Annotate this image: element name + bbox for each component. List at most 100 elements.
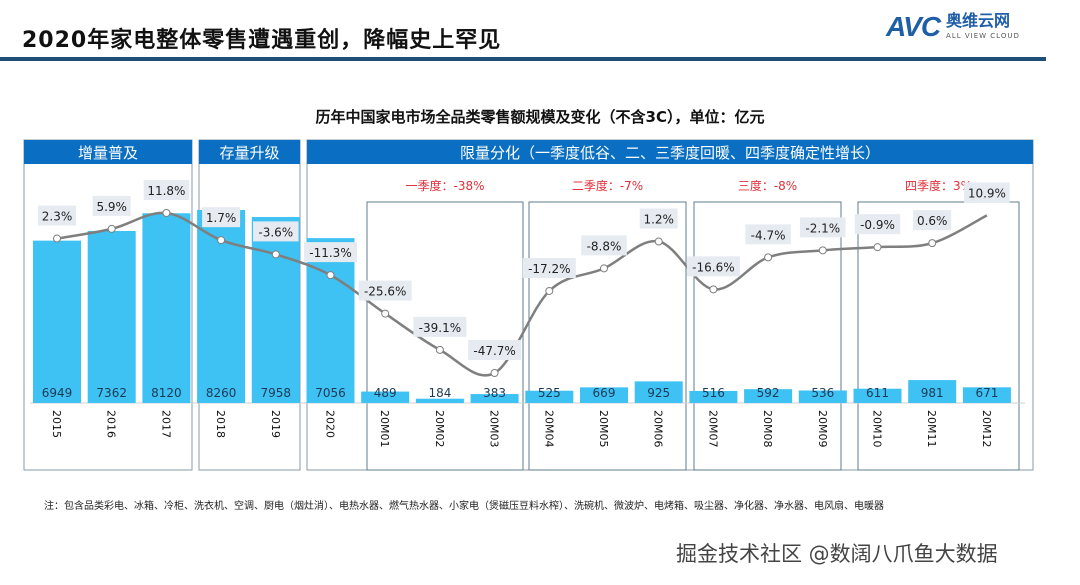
bar-value-label: 8120 [151, 386, 182, 400]
growth-point [217, 236, 226, 245]
bar-value-label: 383 [483, 386, 506, 400]
growth-point [271, 250, 280, 259]
growth-point [162, 209, 171, 217]
page-title: 2020年家电整体零售遭遇重创，降幅史上罕见 [22, 28, 502, 53]
group-header [307, 140, 1033, 164]
bar [853, 388, 902, 403]
x-tick-label: 20M09 [816, 410, 829, 448]
bar [87, 230, 136, 403]
quarter-box [528, 201, 687, 471]
bar [744, 389, 793, 403]
growth-label: 5.9% [96, 200, 127, 214]
quarter-label: 四季度：3% [905, 178, 972, 193]
growth-label-bg [38, 205, 76, 226]
x-tick-label: 20M04 [542, 410, 555, 448]
x-tick-label: 2016 [105, 410, 118, 438]
growth-line [56, 211, 988, 377]
x-tick-label: 20M08 [761, 410, 774, 448]
growth-label: 2.3% [42, 210, 73, 224]
growth-label-bg [800, 217, 846, 238]
bar [306, 238, 355, 403]
title-divider [0, 57, 1046, 61]
growth-point [764, 253, 773, 262]
x-tick-label: 2017 [159, 410, 172, 438]
bar-value-label: 671 [975, 386, 998, 400]
bar-value-label: 516 [702, 386, 725, 400]
growth-label-bg [304, 242, 357, 263]
chart-title: 历年中国家电市场全品类零售额规模及变化（不含3C），单位：亿元 [315, 108, 765, 126]
growth-label: 1.2% [643, 213, 674, 227]
x-tick-label: 20M06 [652, 410, 665, 448]
growth-point [600, 264, 608, 273]
growth-label-bg [143, 180, 190, 200]
growth-label: -0.9% [860, 218, 895, 232]
growth-label: -11.3% [309, 246, 351, 260]
x-tick-label: 2020 [324, 410, 337, 438]
bar-value-label: 7056 [315, 386, 346, 400]
growth-point [53, 234, 61, 243]
bar [142, 213, 191, 403]
x-tick-label: 20M02 [433, 410, 446, 448]
growth-label: -2.1% [805, 221, 840, 235]
growth-label: -25.6% [364, 285, 406, 299]
quarter-box [366, 201, 524, 471]
growth-label: -39.1% [419, 321, 461, 335]
group-header-label: 增量普及 [78, 144, 138, 162]
bar-value-label: 536 [811, 386, 834, 400]
group-header [24, 140, 192, 164]
growth-point [709, 285, 718, 294]
bar [962, 387, 1011, 403]
quarter-box [693, 201, 842, 471]
growth-label: 0.6% [917, 214, 948, 228]
growth-label-bg [913, 210, 952, 231]
quarter-box [857, 201, 1020, 471]
footnote: 注：包含品类彩电、冰箱、冷柜、洗衣机、空调、厨电（烟灶消）、电热水器、燃气热水器… [44, 501, 884, 512]
growth-point [873, 243, 882, 252]
growth-label-bg [358, 280, 412, 301]
growth-label-bg [964, 182, 1010, 203]
bar-value-label: 669 [593, 386, 616, 400]
bar [634, 381, 683, 403]
group-header-label: 限量分化（一季度低谷、二、三季度回暖、四季度确定性增长） [460, 144, 880, 162]
growth-label-bg [202, 207, 241, 228]
growth-label-bg [92, 195, 131, 216]
growth-label-bg [413, 316, 467, 337]
growth-label: 1.7% [206, 211, 237, 225]
growth-point [545, 286, 554, 295]
bar [251, 217, 300, 403]
growth-label: -47.7% [473, 344, 515, 358]
x-tick-label: 20M12 [980, 410, 993, 448]
bar [798, 390, 847, 403]
growth-point [654, 237, 663, 246]
x-tick-label: 20M11 [925, 410, 938, 448]
growth-label-bg [854, 214, 901, 235]
growth-label-bg [581, 235, 627, 256]
bar-value-label: 8260 [206, 386, 237, 400]
bar [580, 387, 628, 403]
growth-point [107, 224, 116, 233]
growth-label: -16.6% [692, 260, 734, 274]
growth-point [928, 239, 937, 248]
growth-point [381, 309, 390, 318]
growth-label-bg [745, 224, 791, 245]
bar [689, 390, 738, 403]
quarter-label: 一季度：-38% [405, 178, 484, 193]
growth-label: -8.8% [587, 239, 622, 253]
growth-point [326, 271, 335, 280]
bar [361, 391, 410, 403]
bar-value-label: 6949 [42, 386, 73, 400]
avc-logo: AVC 奥维云网 ALL VIEW CLOUD [886, 12, 1020, 42]
x-tick-label: 2015 [50, 410, 63, 438]
bar [525, 390, 574, 403]
group-header-label: 存量升级 [219, 144, 279, 162]
bar-value-label: 525 [538, 386, 561, 400]
growth-label-bg [468, 340, 522, 360]
logo-mark: AVC [886, 11, 941, 42]
bar [415, 398, 464, 403]
growth-point [818, 246, 827, 255]
quarter-label: 三度：-8% [738, 178, 797, 193]
bar-value-label: 184 [428, 386, 451, 400]
bar-value-label: 7362 [96, 386, 127, 400]
growth-label: -3.6% [258, 225, 293, 239]
